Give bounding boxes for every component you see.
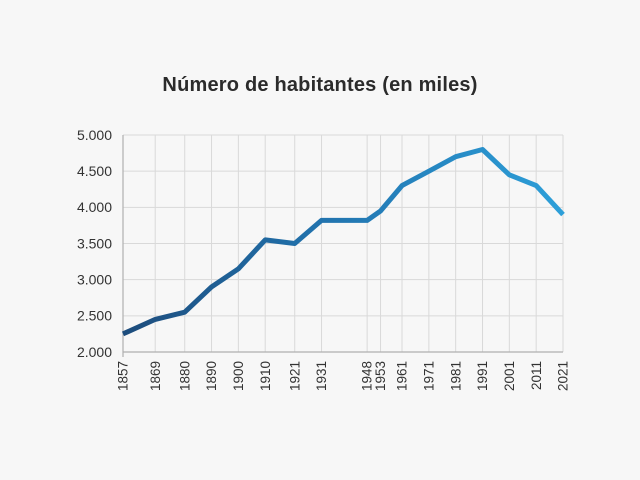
- x-tick-label: 1953: [373, 361, 388, 391]
- gridlines: [122, 134, 564, 353]
- y-tick-label: 2.500: [77, 308, 112, 324]
- x-axis-labels: 1857 1869 1880 1890 1900 1910 1921 1931 19481953…: [116, 361, 571, 391]
- x-tick-label: 1931: [314, 361, 329, 391]
- x-tick-label: 1921: [287, 361, 302, 391]
- x-tick-label: 2011: [529, 361, 544, 390]
- y-tick-label: 4.500: [77, 163, 112, 179]
- x-tick-label: 1900: [231, 361, 246, 391]
- x-tick-label: 2001: [502, 361, 517, 391]
- x-tick-label: 1981: [448, 361, 463, 391]
- chart-title: Número de habitantes (en miles): [162, 74, 478, 96]
- x-tick-label: 1880: [177, 361, 192, 391]
- x-tick-label: 1910: [258, 361, 273, 391]
- x-tick-label: 1961: [395, 361, 410, 391]
- population-series-line: [121, 147, 565, 337]
- x-tick-label: 1971: [421, 361, 436, 391]
- x-tick-label: 2021: [556, 361, 571, 391]
- x-tick-label: 1991: [475, 361, 490, 391]
- y-tick-label: 3.500: [77, 235, 112, 251]
- y-tick-label: 5.000: [77, 127, 112, 143]
- x-tick-label: 1890: [204, 361, 219, 391]
- y-tick-label: 3.000: [77, 271, 112, 287]
- y-axis-labels: 2.000 2.500 3.000 3.500 4.000 4.500 5.000: [77, 127, 112, 360]
- axes: [122, 135, 563, 357]
- y-tick-label: 2.000: [77, 344, 112, 360]
- x-tick-label: 1857: [116, 361, 131, 391]
- y-tick-label: 4.000: [77, 199, 112, 215]
- x-tick-label: 1948: [360, 361, 375, 391]
- x-tick-label: 1869: [148, 361, 163, 391]
